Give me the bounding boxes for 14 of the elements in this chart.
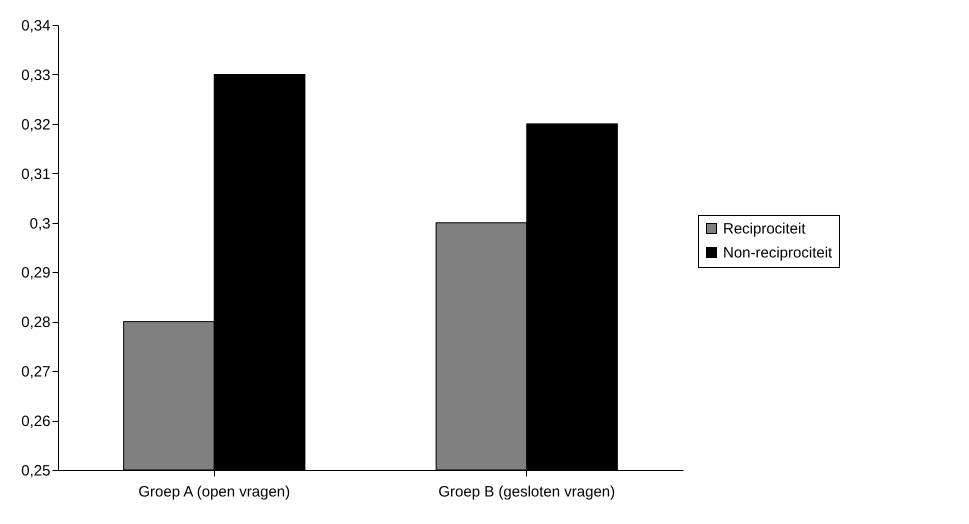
x-tick-label: Groep B (gesloten vragen)	[438, 484, 616, 500]
x-tick-label: Groep A (open vragen)	[138, 484, 290, 500]
y-tick-label: 0,29	[21, 264, 50, 282]
y-tick-label: 0,27	[21, 364, 50, 381]
y-tick-label: 0,3	[30, 215, 50, 232]
y-tick-label: 0,28	[21, 314, 50, 332]
y-tick-label: 0,25	[21, 462, 50, 480]
y-tick-label: 0,31	[21, 166, 50, 183]
y-tick-label: 0,32	[21, 116, 50, 134]
legend-label: Reciprociteit	[723, 220, 806, 238]
y-tick-label: 0,33	[21, 66, 50, 84]
legend-label: Non-reciprociteit	[723, 244, 834, 262]
y-tick-label: 0,26	[21, 413, 50, 430]
y-tick-label: 0,34	[21, 18, 50, 34]
